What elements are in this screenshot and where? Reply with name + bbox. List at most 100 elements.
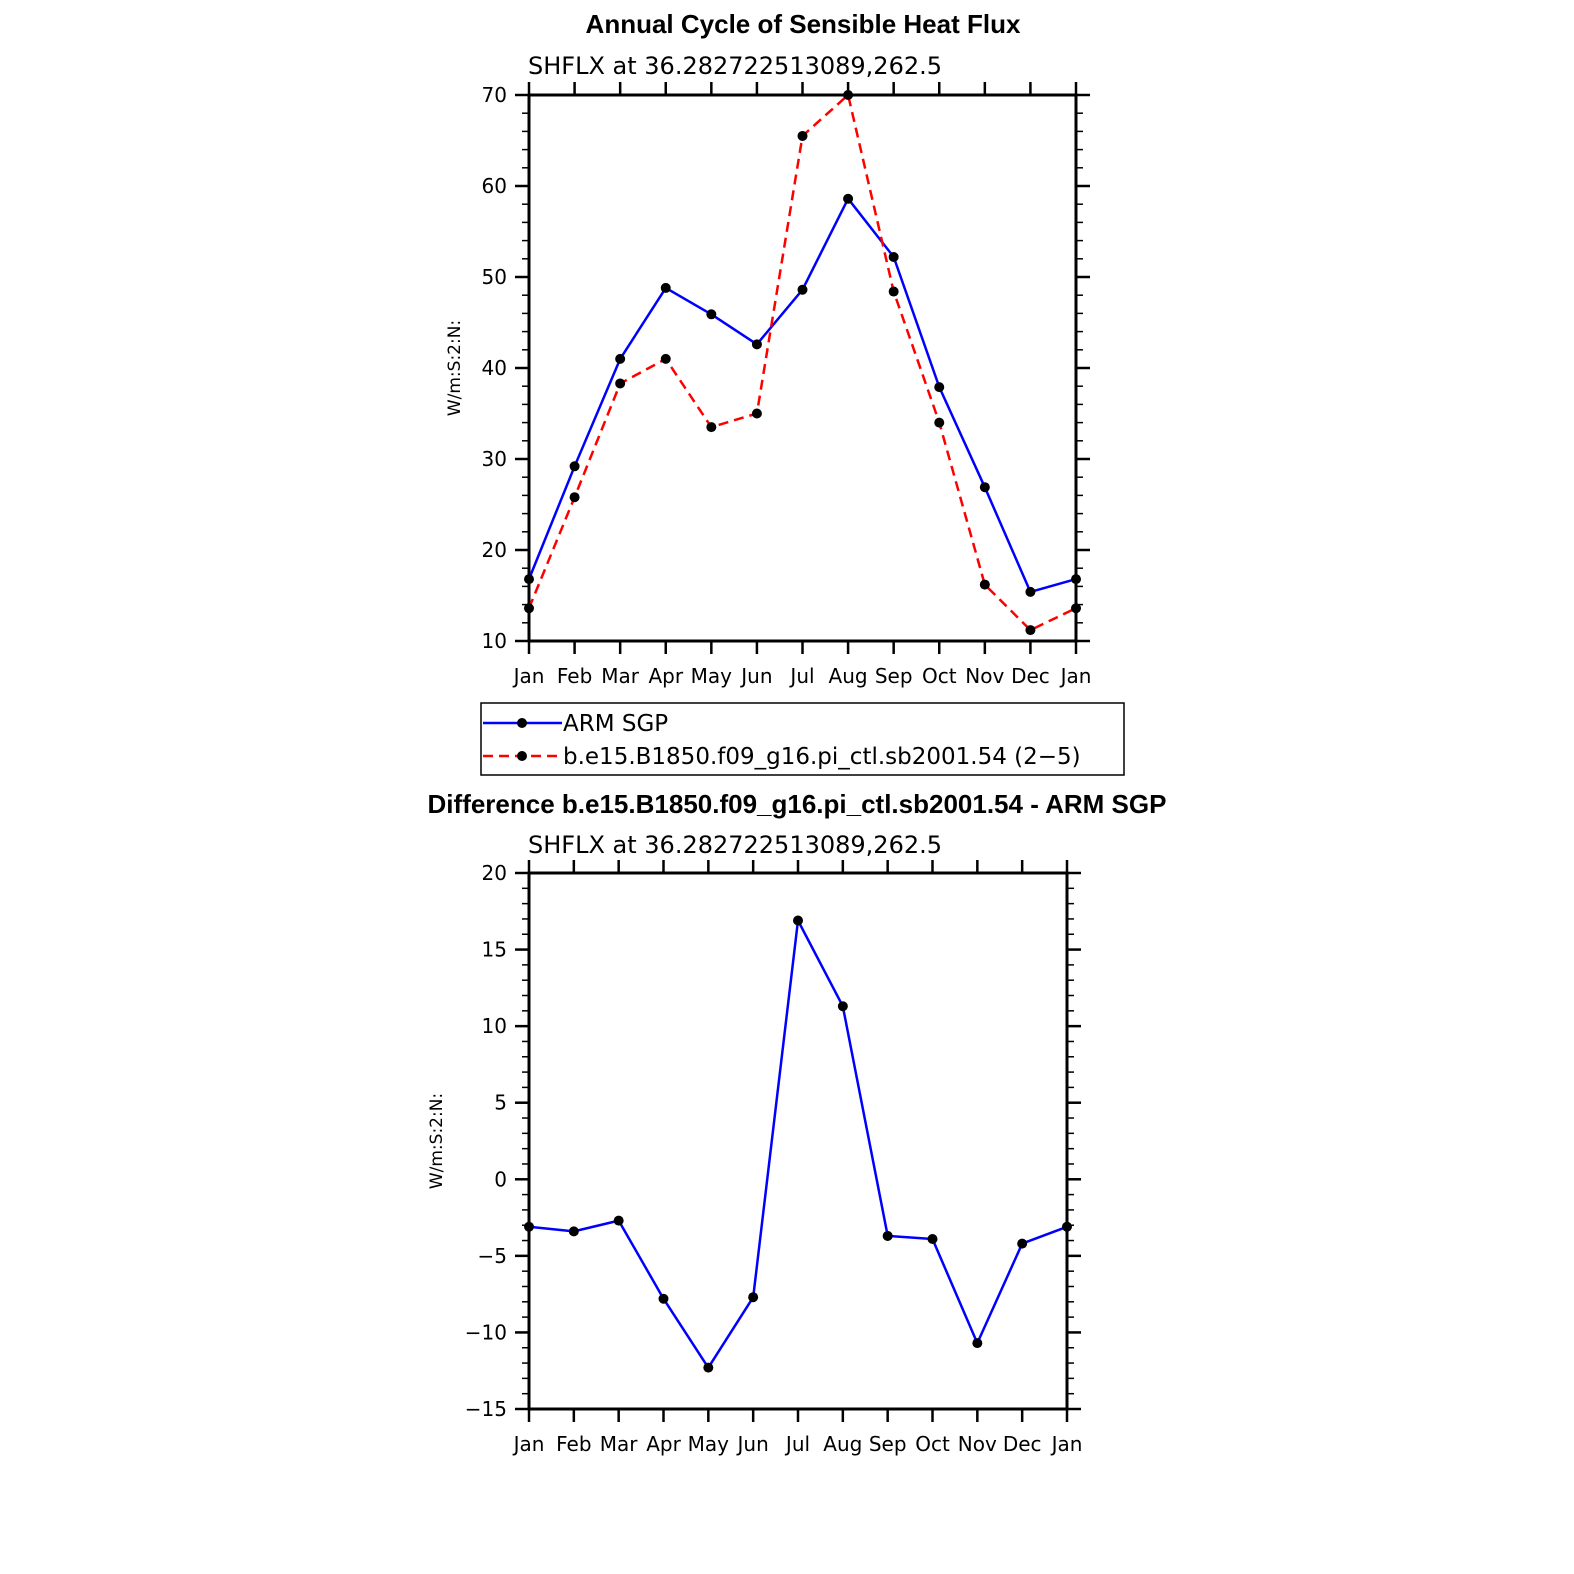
legend-label-arm-sgp: ARM SGP xyxy=(563,711,668,737)
data-point xyxy=(1025,586,1036,597)
data-point xyxy=(1025,625,1036,636)
data-point xyxy=(843,90,854,100)
y-tick-label: −5 xyxy=(478,1244,507,1268)
series-line-0 xyxy=(528,919,1068,1369)
data-point xyxy=(797,284,808,295)
plot-frame xyxy=(527,871,1069,1411)
chart-subtitle: SHFLX at 36.282722513089,262.5 xyxy=(528,52,942,80)
y-axis-label: W/m:S:2:N: xyxy=(445,320,465,416)
data-point xyxy=(703,1362,714,1373)
x-tick-label: Mar xyxy=(600,1432,639,1456)
plot-frame xyxy=(527,93,1078,643)
data-point xyxy=(658,1293,669,1304)
data-point xyxy=(615,378,626,389)
data-point xyxy=(979,482,990,493)
x-tick-label: Jun xyxy=(739,664,772,688)
x-tick-label: Apr xyxy=(648,664,683,688)
data-point xyxy=(797,130,808,141)
y-tick-label: −15 xyxy=(465,1397,507,1421)
x-tick-label: Oct xyxy=(915,1432,950,1456)
data-point xyxy=(615,353,626,364)
x-tick-label: Sep xyxy=(869,1432,907,1456)
data-point xyxy=(569,461,580,472)
y-tick-label: 70 xyxy=(482,83,507,107)
x-tick-label: Aug xyxy=(823,1432,862,1456)
legend-marker-model xyxy=(517,751,527,761)
x-tick-label: Apr xyxy=(646,1432,681,1456)
x-tick-label: Dec xyxy=(1003,1432,1042,1456)
x-tick-label: Nov xyxy=(958,1432,997,1456)
data-point xyxy=(524,603,534,614)
data-point xyxy=(751,408,762,419)
data-point xyxy=(972,1338,983,1349)
data-point xyxy=(1062,1221,1072,1232)
x-tick-label: May xyxy=(688,1432,730,1456)
data-point xyxy=(927,1234,938,1245)
y-tick-label: 5 xyxy=(494,1091,507,1115)
x-tick-label: Jan xyxy=(1059,664,1092,688)
x-tick-label: Jul xyxy=(784,1432,810,1456)
data-point xyxy=(569,492,580,503)
y-tick-label: −10 xyxy=(465,1320,507,1344)
y-tick-label: 20 xyxy=(482,861,507,885)
x-tick-label: Dec xyxy=(1011,664,1050,688)
x-tick-label: Jan xyxy=(512,664,545,688)
data-point xyxy=(706,422,717,433)
data-point xyxy=(706,309,717,320)
x-tick-label: Aug xyxy=(829,664,868,688)
data-point xyxy=(837,1001,848,1012)
data-point xyxy=(882,1230,893,1241)
plot-area-bottom: −15 −10 −5 0 5 10 15 20 Jan Feb Mar Apr May Jun Jul Aug… xyxy=(465,860,1083,1456)
legend-marker-arm-sgp xyxy=(517,718,527,728)
diff-y-axis-label: W/m:S:2:N: xyxy=(427,1093,447,1189)
y-tick-label: 10 xyxy=(482,629,507,653)
data-point xyxy=(660,353,671,364)
series-line-0 xyxy=(527,197,1077,594)
data-point xyxy=(524,574,534,585)
legend-box xyxy=(480,702,1125,776)
data-point xyxy=(1071,603,1081,614)
x-tick-label: Jun xyxy=(736,1432,769,1456)
y-tick-label: 20 xyxy=(482,538,507,562)
data-point xyxy=(660,282,671,293)
x-tick-label: May xyxy=(691,664,733,688)
y-tick-label: 0 xyxy=(494,1167,507,1191)
y-tick-label: 50 xyxy=(482,265,507,289)
diff-chart-title: Difference b.e15.B1850.f09_g16.pi_ctl.sb… xyxy=(428,789,1167,819)
data-point xyxy=(524,1221,534,1232)
legend-label-model: b.e15.B1850.f09_g16.pi_ctl.sb2001.54 (2−… xyxy=(563,744,1081,770)
data-point xyxy=(888,251,899,262)
data-point xyxy=(613,1215,624,1226)
series-line-1 xyxy=(527,93,1077,632)
data-point xyxy=(751,339,762,350)
x-tick-label: Jan xyxy=(512,1432,545,1456)
x-tick-label: Mar xyxy=(601,664,640,688)
x-tick-label: Jul xyxy=(788,664,814,688)
y-tick-label: 15 xyxy=(482,938,507,962)
y-tick-label: 40 xyxy=(482,356,507,380)
x-tick-label: Feb xyxy=(557,664,592,688)
x-tick-label: Sep xyxy=(875,664,913,688)
data-point xyxy=(1071,574,1081,585)
data-point xyxy=(934,417,945,428)
x-tick-label: Jan xyxy=(1050,1432,1083,1456)
legend: ARM SGP b.e15.B1850.f09_g16.pi_ctl.sb200… xyxy=(480,702,1125,776)
x-tick-label: Feb xyxy=(556,1432,591,1456)
x-tick-label: Oct xyxy=(922,664,957,688)
diff-chart-subtitle: SHFLX at 36.282722513089,262.5 xyxy=(528,831,942,859)
data-point xyxy=(748,1292,759,1303)
x-tick-label: Nov xyxy=(965,664,1004,688)
data-point xyxy=(793,915,803,926)
chart-title: Annual Cycle of Sensible Heat Flux xyxy=(586,9,1021,39)
data-point xyxy=(1017,1238,1028,1249)
data-point xyxy=(568,1226,579,1237)
y-tick-label: 10 xyxy=(482,1014,507,1038)
data-point xyxy=(888,286,899,297)
plot-area-top: 10 20 30 40 50 60 70 Jan Feb Mar Apr May Jun Jul Aug Se… xyxy=(482,82,1092,688)
data-point xyxy=(934,382,945,393)
data-point xyxy=(843,193,854,204)
y-tick-label: 60 xyxy=(482,174,507,198)
y-tick-label: 30 xyxy=(482,447,507,471)
data-point xyxy=(979,579,990,590)
